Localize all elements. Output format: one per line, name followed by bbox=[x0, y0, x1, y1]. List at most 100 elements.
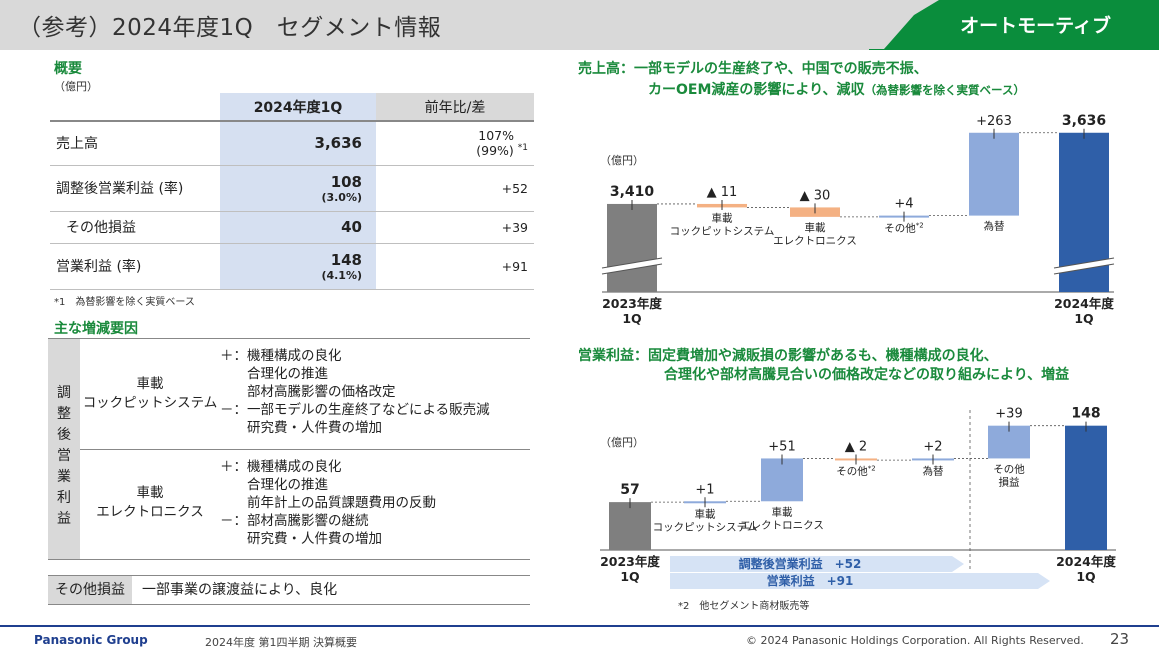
factor-lines: ＋：機種構成の良化 合理化の推進 前年計上の品質課題費用の反動 －：部材高騰影響… bbox=[220, 458, 436, 548]
factor-line: 合理化の推進 bbox=[220, 477, 328, 493]
factor-line: ＋：機種構成の良化 bbox=[220, 459, 342, 475]
row-diff: +39 bbox=[376, 211, 534, 244]
period-label: 2023年度 bbox=[602, 296, 662, 311]
factor-line: －：一部モデルの生産終了などによる販売減 bbox=[220, 402, 490, 418]
row-value-cell: 108 (3.0%) bbox=[220, 165, 376, 212]
category-label: 為替 bbox=[923, 464, 944, 477]
period-label: 1Q bbox=[622, 311, 641, 326]
data-label: ▲ 2 bbox=[845, 439, 867, 454]
axis-break-line bbox=[1053, 263, 1115, 275]
data-label: 148 bbox=[1071, 406, 1100, 422]
factor-lines: ＋：機種構成の良化 合理化の推進 部材高騰影響の価格改定 －：一部モデルの生産終… bbox=[220, 347, 490, 437]
factor-name: 車載 エレクトロニクス bbox=[80, 484, 220, 522]
factor-name-line: 車載 bbox=[136, 485, 164, 501]
sales-heading-line1: 売上高：一部モデルの生産終了や、中国での販売不振、 bbox=[578, 61, 928, 77]
table-row: 営業利益 (率) 148 (4.1%) +91 bbox=[50, 243, 534, 290]
factor-name-line: 車載 bbox=[136, 376, 164, 392]
category-label: 車載 bbox=[772, 505, 793, 518]
period-label: 2024年度 bbox=[1056, 554, 1116, 569]
data-label: +4 bbox=[894, 197, 913, 212]
factor-name-line: エレクトロニクス bbox=[96, 504, 204, 520]
arrow-adjusted-profit bbox=[670, 556, 964, 572]
footer-divider bbox=[0, 625, 1159, 627]
row-diff-sub: (99%) *1 bbox=[382, 143, 528, 158]
factor-block-electronics: 車載 エレクトロニクス ＋：機種構成の良化 合理化の推進 前年計上の品質課題費用… bbox=[80, 450, 530, 560]
table-row: 売上高 3,636 107% (99%) *1 bbox=[50, 121, 534, 166]
row-diff-main: 107% bbox=[478, 128, 514, 144]
data-label: ▲ 11 bbox=[707, 185, 738, 200]
arrow-adjusted-profit-label: 調整後営業利益 +52 bbox=[739, 556, 862, 571]
factor-line: ＋：機種構成の良化 bbox=[220, 348, 342, 364]
factor-block-cockpit: 車載 コックピットシステム ＋：機種構成の良化 合理化の推進 部材高騰影響の価格… bbox=[80, 339, 530, 449]
axis-break-line bbox=[1053, 257, 1115, 269]
table-row: その他損益 40 +39 bbox=[50, 211, 534, 244]
page-number: 23 bbox=[1110, 630, 1130, 648]
summary-unit: （億円） bbox=[54, 80, 98, 93]
sales-heading-text: カーOEM減産の影響により、減収 bbox=[648, 82, 865, 98]
factors-side-label: 調整後営業利益 bbox=[57, 385, 71, 527]
row-label: 調整後営業利益 (率) bbox=[50, 165, 220, 212]
period-label: 2023年度 bbox=[600, 554, 660, 569]
row-rate: (4.1%) bbox=[321, 268, 362, 282]
waterfall-bar bbox=[761, 458, 803, 502]
axis-break-line bbox=[601, 257, 663, 269]
waterfall-bar bbox=[607, 203, 657, 292]
factor-line: 部材高騰影響の価格改定 bbox=[220, 384, 396, 400]
chart-unit-label: （億円） bbox=[600, 436, 644, 449]
chart-footnote: *2 他セグメント商材販売等 bbox=[678, 599, 809, 612]
segment-label: オートモーティブ bbox=[960, 15, 1111, 37]
row-value: 108 bbox=[330, 172, 362, 191]
factor-divider bbox=[80, 449, 530, 450]
arrow-operating-profit bbox=[670, 573, 1050, 589]
category-label: その他 bbox=[993, 462, 1025, 475]
other-income-text: 一部事業の譲渡益により、良化 bbox=[142, 582, 338, 598]
footer-document-title: 2024年度 第1四半期 決算概要 bbox=[205, 636, 357, 649]
category-label: 車載 bbox=[695, 507, 716, 520]
row-diff: +52 bbox=[376, 165, 534, 212]
period-label: 2024年度 bbox=[1054, 296, 1114, 311]
table-row: 調整後営業利益 (率) 108 (3.0%) +52 bbox=[50, 165, 534, 212]
category-label: その他*2 bbox=[884, 222, 923, 235]
summary-table: 2024年度1Q 前年比/差 売上高 3,636 107% (99%) *1 調… bbox=[50, 93, 534, 290]
profit-heading-line2: 合理化や部材高騰見合いの価格改定などの取り組みにより、増益 bbox=[664, 367, 1070, 383]
row-rate: (3.0%) bbox=[321, 190, 362, 204]
other-income-row: その他損益 一部事業の譲渡益により、良化 bbox=[48, 575, 530, 605]
category-label: 為替 bbox=[984, 220, 1005, 233]
data-label: 3,636 bbox=[1062, 113, 1106, 129]
data-label: +2 bbox=[923, 439, 942, 454]
table-header-row: 2024年度1Q 前年比/差 bbox=[50, 93, 534, 122]
sales-heading-note: （為替影響を除く実質ベース） bbox=[864, 83, 1025, 97]
data-label: +51 bbox=[768, 439, 795, 454]
period-label: 1Q bbox=[1076, 569, 1095, 584]
summary-footnote: *1 為替影響を除く実質ベース bbox=[54, 297, 195, 308]
period-label: 1Q bbox=[620, 569, 639, 584]
row-value-cell: 148 (4.1%) bbox=[220, 243, 376, 290]
row-diff: +91 bbox=[376, 243, 534, 290]
row-value: 3,636 bbox=[220, 121, 376, 166]
chart-unit-label: （億円） bbox=[600, 154, 644, 167]
arrow-operating-profit-label: 営業利益 +91 bbox=[767, 573, 854, 588]
period-label: 1Q bbox=[1074, 311, 1093, 326]
axis-break-mark bbox=[1054, 258, 1114, 274]
table-header-current: 2024年度1Q bbox=[220, 93, 376, 122]
factor-name: 車載 コックピットシステム bbox=[80, 375, 220, 413]
data-label: +1 bbox=[695, 482, 714, 497]
profit-heading-line1: 営業利益：固定費増加や減販損の影響があるも、機種構成の良化、 bbox=[578, 348, 998, 364]
factor-line: 研究費・人件費の増加 bbox=[220, 420, 382, 436]
data-label: 3,410 bbox=[610, 184, 655, 200]
category-label: 損益 bbox=[999, 475, 1020, 488]
header-bar: （参考）2024年度1Q セグメント情報 オートモーティブ bbox=[0, 0, 1159, 50]
category-label: エレクトロニクス bbox=[773, 235, 857, 247]
row-value: 148 bbox=[330, 250, 362, 269]
sales-heading-line2: カーOEM減産の影響により、減収（為替影響を除く実質ベース） bbox=[648, 79, 1025, 99]
factors-heading: 主な増減要因 bbox=[54, 321, 138, 337]
category-label: 車載 bbox=[805, 221, 826, 234]
table-header-prev: 前年比/差 bbox=[376, 93, 534, 122]
waterfall-bar bbox=[969, 132, 1019, 216]
category-label: コックピットシステム bbox=[670, 225, 775, 237]
factor-line: 前年計上の品質課題費用の反動 bbox=[220, 495, 436, 511]
data-label: 57 bbox=[620, 482, 639, 498]
row-note: *1 bbox=[517, 143, 528, 154]
